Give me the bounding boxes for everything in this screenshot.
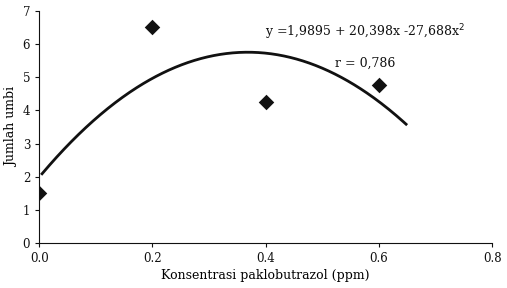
Point [262, 100, 270, 104]
X-axis label: Konsentrasi paklobutrazol (ppm): Konsentrasi paklobutrazol (ppm) [161, 270, 370, 283]
Text: r = 0,786: r = 0,786 [335, 57, 395, 70]
Point [35, 191, 43, 196]
Y-axis label: Jumlah umbi: Jumlah umbi [6, 87, 19, 167]
Text: y =1,9895 + 20,398x -27,688x$^2$: y =1,9895 + 20,398x -27,688x$^2$ [265, 22, 465, 42]
Point [375, 83, 383, 88]
Point [149, 25, 157, 29]
